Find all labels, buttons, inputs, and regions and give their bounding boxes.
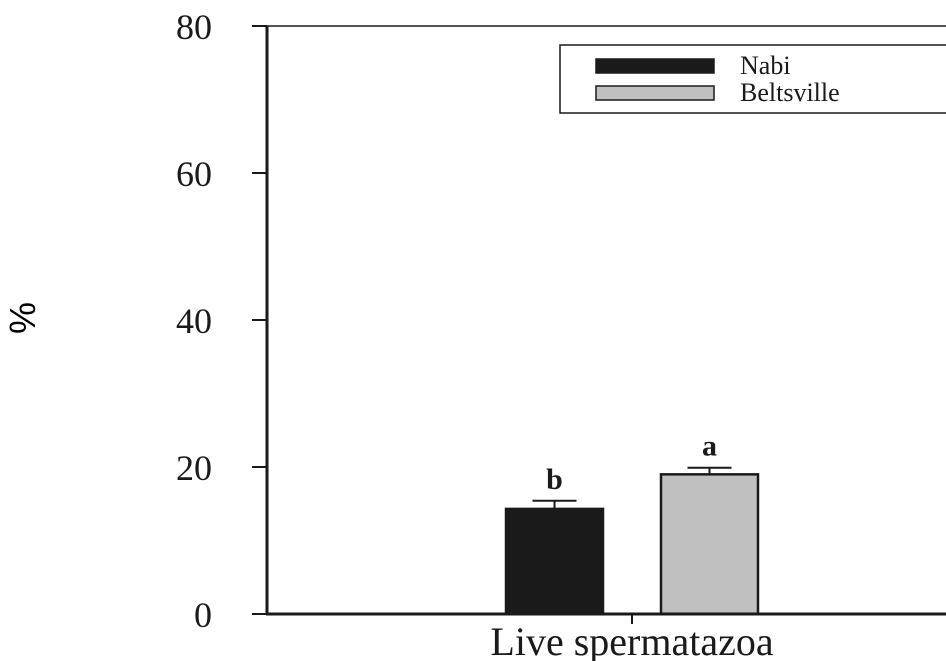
y-tick-label: 80 xyxy=(176,7,212,47)
y-axis-ticks: 0 20 40 60 80 xyxy=(176,7,267,635)
y-tick-label: 40 xyxy=(176,301,212,341)
y-tick-label: 20 xyxy=(176,448,212,488)
x-axis-label: Live spermatazoa xyxy=(490,619,773,661)
axes xyxy=(265,25,946,624)
significance-letter: b xyxy=(546,463,563,496)
y-axis-title: % xyxy=(2,302,43,334)
y-tick-label: 60 xyxy=(176,154,212,194)
bar-beltsville xyxy=(659,473,760,616)
legend-box xyxy=(559,44,946,114)
bar-nabi xyxy=(504,507,605,616)
significance-letter: a xyxy=(702,430,717,463)
legend: Nabi Beltsville xyxy=(559,44,946,114)
y-tick-label: 0 xyxy=(194,595,212,635)
legend-label-beltsville: Beltsville xyxy=(740,78,840,107)
y-axis-label: % xyxy=(2,302,43,334)
legend-swatch-beltsville xyxy=(595,85,715,101)
bars: ba xyxy=(504,430,760,616)
legend-label-nabi: Nabi xyxy=(740,51,791,80)
legend-swatch-nabi xyxy=(595,58,715,74)
